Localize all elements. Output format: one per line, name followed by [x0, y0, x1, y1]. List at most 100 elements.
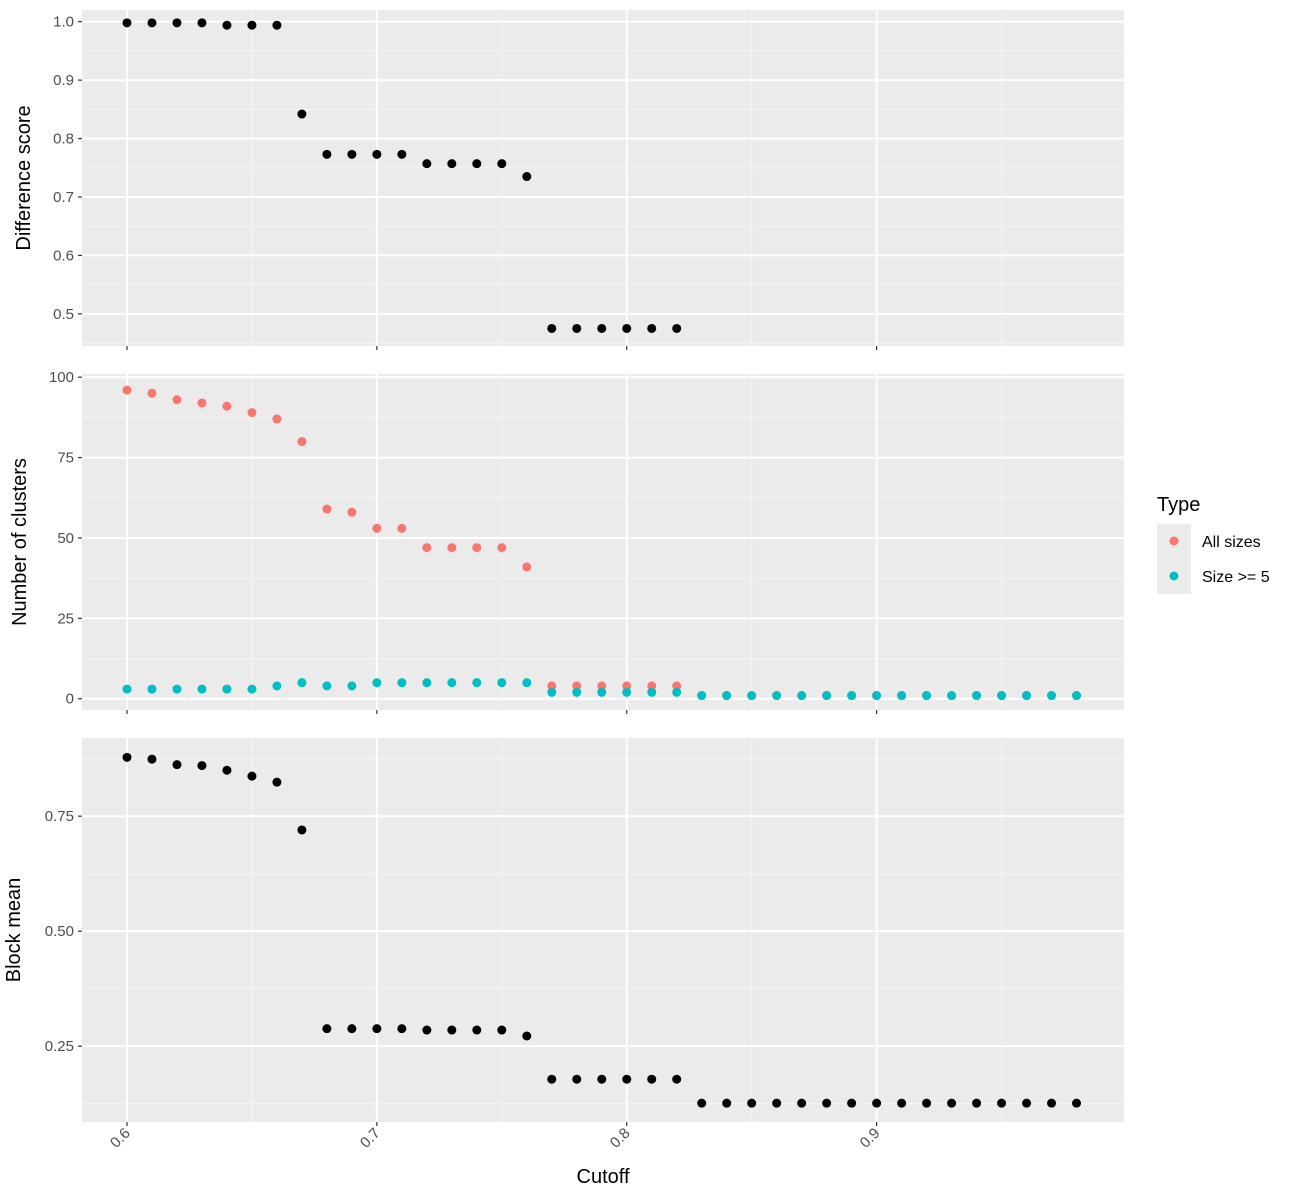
data-point	[122, 684, 132, 694]
x-tick-label: 0.6	[107, 1125, 134, 1152]
data-point	[697, 1098, 707, 1108]
data-point	[397, 149, 407, 159]
y-axis-title: Difference score	[13, 105, 35, 250]
y-axis-title: Block mean	[3, 878, 25, 983]
x-tick-labels: 0.6 0.7 0.8 0.9	[107, 1125, 883, 1152]
data-point	[622, 687, 632, 697]
data-point	[1022, 691, 1032, 701]
data-point	[1047, 1098, 1057, 1108]
data-point	[547, 681, 557, 691]
data-point	[947, 691, 957, 701]
legend: Type All sizes Size >= 5	[1157, 494, 1270, 594]
data-point	[272, 777, 282, 787]
data-point	[1047, 691, 1057, 701]
data-point	[622, 1074, 632, 1084]
data-point	[472, 543, 482, 553]
y-tick-label: 0	[66, 691, 74, 708]
data-point	[397, 1024, 407, 1034]
data-point	[497, 1025, 507, 1035]
data-point	[572, 1074, 582, 1084]
y-tick-label: 0.50	[45, 923, 74, 940]
data-point	[672, 687, 682, 697]
data-point	[172, 395, 182, 405]
data-point	[197, 398, 207, 408]
data-point	[522, 172, 532, 182]
data-point	[372, 149, 382, 159]
data-point	[372, 678, 382, 688]
data-point	[647, 323, 657, 333]
y-tick-label: 0.6	[53, 247, 74, 264]
series-1	[122, 678, 1082, 701]
data-point	[247, 20, 257, 30]
data-point	[272, 681, 282, 691]
data-point	[297, 109, 307, 119]
y-axis-title: Number of clusters	[9, 458, 31, 626]
data-point	[597, 687, 607, 697]
data-point	[997, 1098, 1007, 1108]
data-point	[172, 18, 182, 28]
data-point	[722, 691, 732, 701]
data-point	[697, 691, 707, 701]
data-point	[997, 691, 1007, 701]
data-point	[397, 678, 407, 688]
panel-background	[82, 374, 1124, 710]
data-point	[197, 18, 207, 28]
data-point	[322, 149, 332, 159]
y-tick-label: 75	[57, 450, 74, 467]
data-point	[972, 1098, 982, 1108]
data-point	[547, 323, 557, 333]
data-point	[172, 760, 182, 770]
data-point	[222, 401, 232, 411]
data-point	[322, 1024, 332, 1034]
data-point	[397, 523, 407, 533]
data-point	[422, 678, 432, 688]
data-point	[922, 1098, 932, 1108]
data-point	[847, 691, 857, 701]
x-tick-label: 0.7	[357, 1125, 384, 1152]
data-point	[297, 825, 307, 835]
data-point	[347, 507, 357, 517]
data-point	[597, 681, 607, 691]
data-point	[772, 691, 782, 701]
data-point	[347, 681, 357, 691]
data-point	[872, 691, 882, 701]
data-point	[822, 691, 832, 701]
data-point	[947, 1098, 957, 1108]
data-point	[322, 504, 332, 514]
data-point	[522, 562, 532, 572]
y-tick-label: 0.5	[53, 306, 74, 323]
data-point	[647, 681, 657, 691]
data-point	[572, 681, 582, 691]
panels: 0.5 0.6 0.7 0.8 0.9 1.0 Difference score 0 25 50 7…	[3, 10, 1124, 1152]
data-point	[422, 543, 432, 553]
data-point	[497, 159, 507, 169]
panel-bottom: 0.25 0.50 0.75 Block mean	[3, 738, 1124, 1126]
data-point	[647, 687, 657, 697]
data-point	[197, 761, 207, 771]
data-point	[447, 1025, 457, 1035]
data-point	[447, 159, 457, 169]
data-point	[547, 687, 557, 697]
data-point	[297, 678, 307, 688]
y-tick-label: 0.8	[53, 131, 74, 148]
y-tick-label: 1.0	[53, 14, 74, 31]
series-0	[122, 752, 1082, 1108]
data-point	[197, 684, 207, 694]
data-point	[1072, 691, 1082, 701]
data-point	[272, 20, 282, 30]
data-point	[897, 691, 907, 701]
y-tick-label: 0.75	[45, 808, 74, 825]
panel-top: 0.5 0.6 0.7 0.8 0.9 1.0 Difference score	[13, 10, 1124, 350]
data-point	[247, 771, 257, 781]
data-point	[297, 437, 307, 447]
data-point	[497, 678, 507, 688]
data-point	[422, 1025, 432, 1035]
data-point	[1022, 1098, 1032, 1108]
legend-key-background	[1157, 524, 1191, 594]
data-point	[722, 1098, 732, 1108]
legend-title: Type	[1157, 494, 1200, 516]
data-point	[247, 408, 257, 418]
data-point	[572, 687, 582, 697]
data-point	[122, 18, 132, 28]
